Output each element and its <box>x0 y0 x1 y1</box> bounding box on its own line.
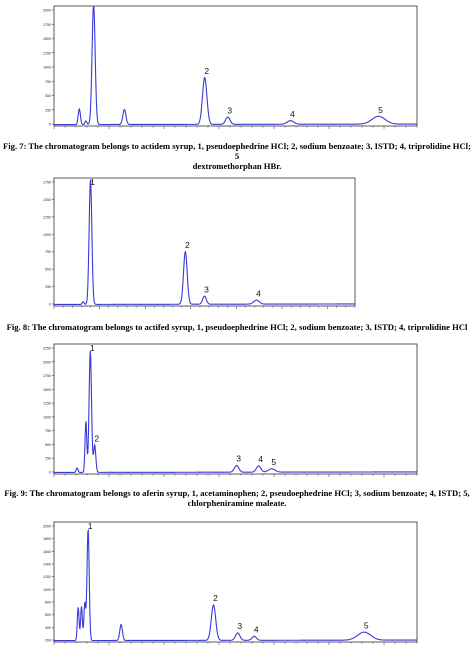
peak-label-2: 2 <box>213 593 218 603</box>
fig7-caption-line-1: Fig. 7: The chromatogram belongs to acti… <box>3 141 471 161</box>
peak-label-4: 4 <box>254 625 259 635</box>
peak-label-2: 2 <box>204 66 209 76</box>
fig7-caption-line-2: dextromethorphan HBr. <box>192 161 282 171</box>
peak-label-1: 1 <box>88 521 93 531</box>
y-tick-label: 1250 <box>43 402 51 406</box>
y-tick-label: 0 <box>49 471 51 475</box>
fig7-chromatogram: 2000 1750 1500 1250 1000 750 500 250 0 2 3 4 5 <box>43 5 418 129</box>
fig9-caption-line-2: chlorpheniramine maleate. <box>187 498 287 508</box>
y-tick-label: 0 <box>49 123 51 127</box>
peak-label-4: 4 <box>290 109 295 119</box>
plot-frame <box>53 5 418 127</box>
peak-label-5: 5 <box>271 457 276 467</box>
fig8-caption: Fig. 8: The chromatogram belongs to acti… <box>0 322 474 332</box>
fig7-caption: Fig. 7: The chromatogram belongs to acti… <box>0 141 474 171</box>
y-tick-label: 1200 <box>43 575 51 579</box>
peak-label-3: 3 <box>237 621 242 631</box>
y-tick-label: 1400 <box>43 563 51 567</box>
y-tick-label: 250 <box>45 108 51 112</box>
plot-frame <box>53 521 418 643</box>
peak-label-3: 3 <box>204 284 209 294</box>
y-tick-label: 1250 <box>43 51 51 55</box>
y-tick-label: 1000 <box>43 66 51 70</box>
y-tick-label: 400 <box>45 626 51 630</box>
y-tick-label: 1500 <box>43 37 51 41</box>
peak-label-5: 5 <box>378 105 383 115</box>
y-tick-label: 1750 <box>43 181 51 185</box>
peak-label-4: 4 <box>258 454 263 464</box>
y-tick-label: 800 <box>45 601 51 605</box>
y-tick-label: 2250 <box>43 347 51 351</box>
fig10-chromatogram: 2000 1800 1600 1400 1200 1000 800 600 400 200 1 2 3 4… <box>43 521 418 645</box>
fig8-chromatogram: 1750 1500 1250 1000 750 500 250 0 1 2 3 4 <box>43 177 356 309</box>
peak-label-1: 1 <box>90 177 95 187</box>
y-tick-label: 500 <box>45 268 51 272</box>
y-tick-label: 2000 <box>43 360 51 364</box>
peak-label-2: 2 <box>185 240 190 250</box>
plot-frame <box>53 177 356 307</box>
y-tick-label: 1800 <box>43 537 51 541</box>
peak-label-3: 3 <box>227 105 232 115</box>
chromatogram-trace <box>54 179 355 306</box>
chromatogram-trace <box>54 5 417 126</box>
y-tick-label: 250 <box>45 285 51 289</box>
peak-label-2: 2 <box>94 433 99 443</box>
y-tick-label: 1600 <box>43 550 51 554</box>
chromatogram-trace <box>54 528 417 642</box>
y-tick-label: 1000 <box>43 233 51 237</box>
y-tick-label: 750 <box>45 80 51 84</box>
y-tick-label: 750 <box>45 250 51 254</box>
y-tick-label: 200 <box>45 639 51 643</box>
y-tick-label: 1500 <box>43 388 51 392</box>
y-tick-label: 1500 <box>43 198 51 202</box>
y-tick-label: 1000 <box>43 415 51 419</box>
peak-label-4: 4 <box>256 288 261 298</box>
plot-frame <box>53 343 418 475</box>
chromatogram-trace <box>54 350 417 473</box>
y-tick-label: 500 <box>45 443 51 447</box>
fig8-caption-line-1: Fig. 8: The chromatogram belongs to acti… <box>6 322 468 332</box>
y-tick-label: 600 <box>45 613 51 617</box>
fig9-chromatogram: 2250 2000 1750 1500 1250 1000 750 500 250 0 1 2 3 4 5 <box>43 343 418 477</box>
y-tick-label: 1750 <box>43 23 51 27</box>
fig9-caption-line-1: Fig. 9: The chromatogram belongs to afer… <box>4 488 470 498</box>
y-tick-label: 2000 <box>43 525 51 529</box>
y-tick-label: 250 <box>45 457 51 461</box>
y-tick-label: 750 <box>45 429 51 433</box>
peak-label-1: 1 <box>90 343 95 353</box>
y-tick-label: 1000 <box>43 588 51 592</box>
peak-label-3: 3 <box>236 454 241 464</box>
fig9-caption: Fig. 9: The chromatogram belongs to afer… <box>0 488 474 508</box>
y-tick-label: 1250 <box>43 215 51 219</box>
y-tick-label: 1750 <box>43 374 51 378</box>
y-tick-label: 500 <box>45 94 51 98</box>
peak-label-5: 5 <box>364 621 369 631</box>
y-tick-label: 2000 <box>43 9 51 13</box>
y-tick-label: 0 <box>49 303 51 307</box>
